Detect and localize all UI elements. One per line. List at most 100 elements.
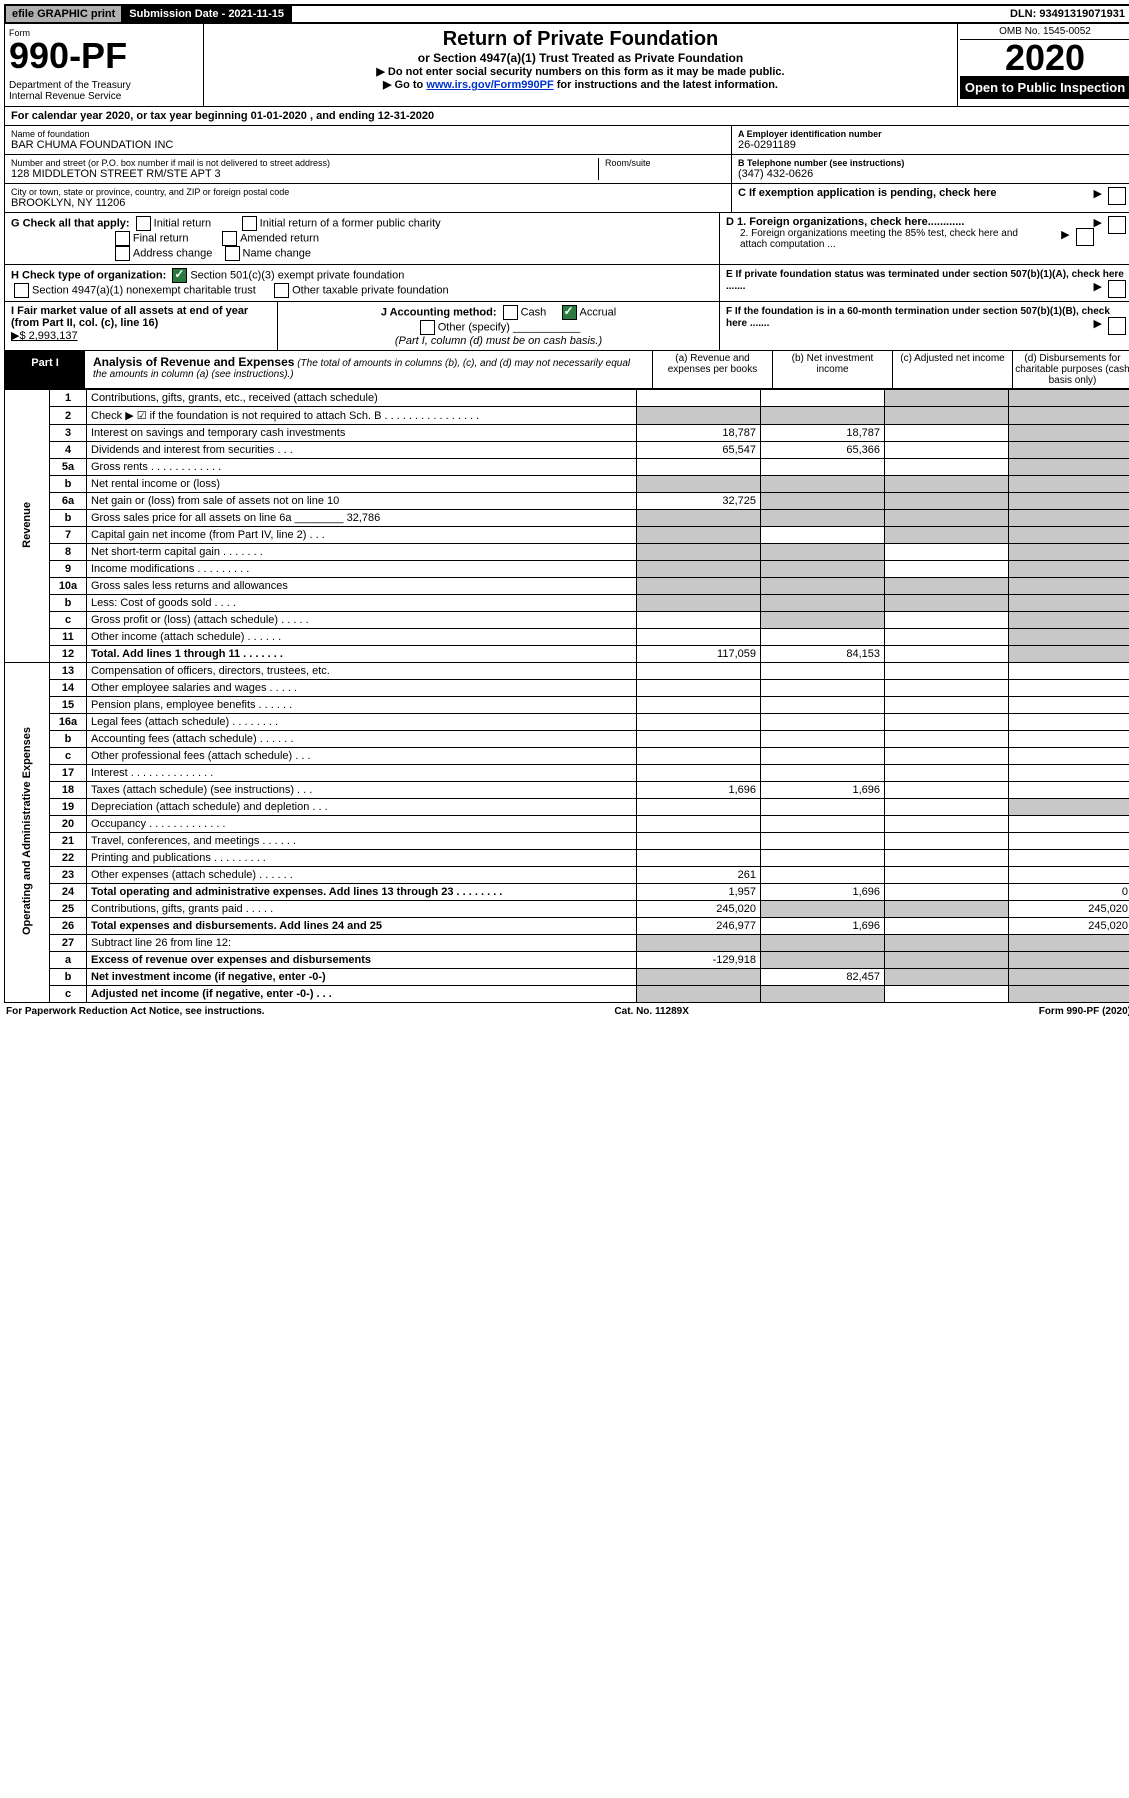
- h-4947-checkbox[interactable]: [14, 283, 29, 298]
- footer-left: For Paperwork Reduction Act Notice, see …: [6, 1006, 265, 1017]
- amount-cell: 82,457: [761, 969, 885, 986]
- g-opt-1: Final return: [133, 232, 189, 244]
- line-description: Net investment income (if negative, ente…: [87, 969, 637, 986]
- g-final-checkbox[interactable]: [115, 231, 130, 246]
- amount-cell: [1009, 561, 1129, 578]
- top-bar: efile GRAPHIC print Submission Date - 20…: [4, 4, 1129, 24]
- g-opt-0: Initial return: [154, 217, 211, 229]
- j-cash: Cash: [521, 306, 547, 318]
- line-description: Total operating and administrative expen…: [87, 884, 637, 901]
- form-title: Return of Private Foundation: [212, 28, 949, 51]
- d1-checkbox[interactable]: [1108, 216, 1126, 234]
- amount-cell: [637, 748, 761, 765]
- department: Department of the Treasury Internal Reve…: [9, 80, 199, 102]
- amount-cell: [1009, 595, 1129, 612]
- amount-cell: 18,787: [637, 425, 761, 442]
- amount-cell: [885, 629, 1009, 646]
- j-accrual-checkbox[interactable]: [562, 305, 577, 320]
- amount-cell: 246,977: [637, 918, 761, 935]
- line-description: Total. Add lines 1 through 11 . . . . . …: [87, 646, 637, 663]
- line-number: 8: [50, 544, 87, 561]
- g-opt-3: Initial return of a former public charit…: [260, 217, 441, 229]
- c-checkbox[interactable]: [1108, 187, 1126, 205]
- line-description: Gross sales less returns and allowances: [87, 578, 637, 595]
- e-checkbox[interactable]: [1108, 280, 1126, 298]
- amount-cell: [637, 578, 761, 595]
- amount-cell: [637, 765, 761, 782]
- amount-cell: [1009, 969, 1129, 986]
- h-other-checkbox[interactable]: [274, 283, 289, 298]
- amount-cell: [1009, 680, 1129, 697]
- line-description: Less: Cost of goods sold . . . .: [87, 595, 637, 612]
- amount-cell: [885, 612, 1009, 629]
- line-description: Travel, conferences, and meetings . . . …: [87, 833, 637, 850]
- line-number: b: [50, 476, 87, 493]
- d2-checkbox[interactable]: [1076, 228, 1094, 246]
- amount-cell: 261: [637, 867, 761, 884]
- line-number: 10a: [50, 578, 87, 595]
- amount-cell: 65,547: [637, 442, 761, 459]
- line-number: 6a: [50, 493, 87, 510]
- j-other: Other (specify): [438, 321, 510, 333]
- amount-cell: [1009, 986, 1129, 1003]
- amount-cell: [761, 867, 885, 884]
- amount-cell: [761, 459, 885, 476]
- efile-print-button[interactable]: efile GRAPHIC print: [6, 6, 123, 22]
- amount-cell: [637, 731, 761, 748]
- line-number: 3: [50, 425, 87, 442]
- amount-cell: [761, 578, 885, 595]
- table-row: 3Interest on savings and temporary cash …: [5, 425, 1129, 442]
- line-description: Excess of revenue over expenses and disb…: [87, 952, 637, 969]
- form990pf-link[interactable]: www.irs.gov/Form990PF: [426, 79, 553, 91]
- line-description: Occupancy . . . . . . . . . . . . .: [87, 816, 637, 833]
- table-row: cOther professional fees (attach schedul…: [5, 748, 1129, 765]
- amount-cell: [637, 561, 761, 578]
- table-row: bNet investment income (if negative, ent…: [5, 969, 1129, 986]
- amount-cell: [1009, 748, 1129, 765]
- line-number: 13: [50, 663, 87, 680]
- line-description: Gross sales price for all assets on line…: [87, 510, 637, 527]
- amount-cell: [885, 816, 1009, 833]
- line-description: Check ▶ ☑ if the foundation is not requi…: [87, 407, 637, 425]
- amount-cell: [885, 510, 1009, 527]
- amount-cell: [885, 493, 1009, 510]
- amount-cell: [885, 748, 1009, 765]
- line-description: Legal fees (attach schedule) . . . . . .…: [87, 714, 637, 731]
- section-ij: I Fair market value of all assets at end…: [4, 302, 1129, 351]
- amount-cell: [1009, 527, 1129, 544]
- name-label: Name of foundation: [11, 129, 725, 139]
- amount-cell: [761, 390, 885, 407]
- amount-cell: [637, 527, 761, 544]
- g-address-checkbox[interactable]: [115, 246, 130, 261]
- amount-cell: [761, 714, 885, 731]
- amount-cell: [885, 680, 1009, 697]
- j-other-checkbox[interactable]: [420, 320, 435, 335]
- amount-cell: [761, 544, 885, 561]
- amount-cell: [885, 799, 1009, 816]
- amount-cell: [1009, 629, 1129, 646]
- amount-cell: [1009, 390, 1129, 407]
- g-amended-checkbox[interactable]: [222, 231, 237, 246]
- ein-label: A Employer identification number: [738, 129, 1126, 139]
- amount-cell: [637, 799, 761, 816]
- table-row: bLess: Cost of goods sold . . . .: [5, 595, 1129, 612]
- h-501c3-checkbox[interactable]: [172, 268, 187, 283]
- line-description: Contributions, gifts, grants paid . . . …: [87, 901, 637, 918]
- g-former-checkbox[interactable]: [242, 216, 257, 231]
- amount-cell: [885, 407, 1009, 425]
- table-row: 22Printing and publications . . . . . . …: [5, 850, 1129, 867]
- table-row: 9Income modifications . . . . . . . . .: [5, 561, 1129, 578]
- form-header: Form 990-PF Department of the Treasury I…: [4, 24, 1129, 107]
- g-initial-checkbox[interactable]: [136, 216, 151, 231]
- table-row: bGross sales price for all assets on lin…: [5, 510, 1129, 527]
- line-number: 1: [50, 390, 87, 407]
- g-name-checkbox[interactable]: [225, 246, 240, 261]
- j-cash-checkbox[interactable]: [503, 305, 518, 320]
- amount-cell: [885, 935, 1009, 952]
- amount-cell: [885, 476, 1009, 493]
- line-description: Taxes (attach schedule) (see instruction…: [87, 782, 637, 799]
- amount-cell: [1009, 952, 1129, 969]
- f-checkbox[interactable]: [1108, 317, 1126, 335]
- amount-cell: [1009, 714, 1129, 731]
- amount-cell: 18,787: [761, 425, 885, 442]
